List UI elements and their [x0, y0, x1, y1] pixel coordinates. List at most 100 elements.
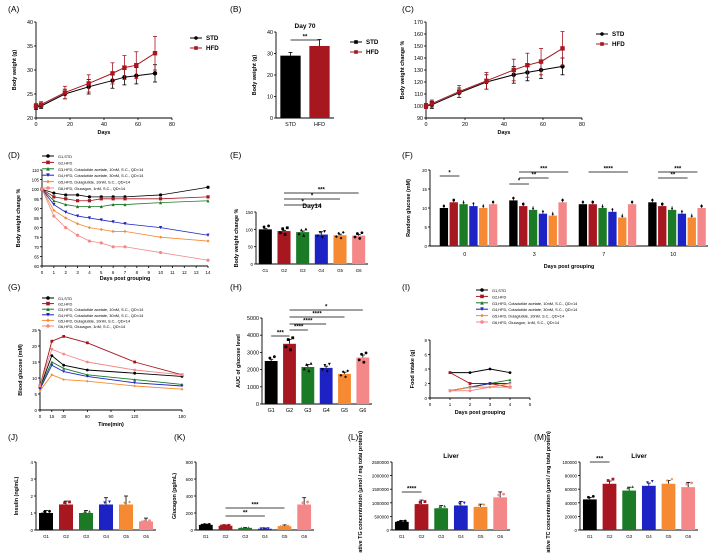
- data-point: [321, 368, 324, 372]
- y-tick-label: 100: [32, 187, 40, 192]
- data-point: [143, 519, 147, 523]
- data-point: [108, 500, 111, 504]
- bar: [641, 485, 656, 530]
- data-point: [401, 521, 405, 525]
- data-point: [50, 363, 54, 367]
- significance-label: *: [325, 305, 328, 311]
- data-point: [87, 216, 92, 220]
- x-tick-label: 0: [35, 122, 38, 128]
- data-point: [525, 63, 530, 68]
- data-point: [429, 101, 435, 106]
- series-line: [39, 354, 183, 388]
- data-point: [278, 231, 282, 235]
- data-point: [304, 227, 308, 231]
- data-point: [443, 504, 447, 508]
- data-point: [52, 202, 56, 207]
- y-tick-label: 65: [34, 254, 39, 259]
- bar: [338, 373, 351, 404]
- data-point: [62, 90, 68, 95]
- data-point: [626, 486, 630, 490]
- data-point: [50, 339, 54, 343]
- data-point: [611, 208, 614, 212]
- data-point: [46, 167, 50, 171]
- data-point: [468, 371, 472, 375]
- data-point: [46, 324, 50, 328]
- bar: [658, 206, 667, 246]
- data-point: [120, 504, 124, 508]
- x-tick-label: 14: [206, 270, 211, 275]
- data-point: [628, 493, 632, 496]
- y-tick-label: 200: [186, 511, 194, 516]
- x-category-label: G4: [318, 268, 324, 273]
- data-point: [318, 231, 322, 234]
- series-line: [449, 383, 511, 392]
- x-category-label: G5: [123, 534, 129, 539]
- data-point: [87, 226, 92, 230]
- series-line: [425, 47, 563, 107]
- significance-label: ***: [674, 167, 682, 173]
- x-category-label: G6: [356, 268, 362, 273]
- legend-label: G5,HFD, Dulaglutide, 10nM, S.C., QD×14: [58, 318, 131, 323]
- x-tick-label: 3: [489, 402, 492, 407]
- chart-title: Liver: [631, 453, 647, 460]
- y-tick-label: 2: [31, 494, 34, 499]
- data-point: [606, 479, 610, 482]
- data-point: [283, 232, 287, 236]
- data-point: [99, 204, 103, 209]
- x-axis-label: Days post grouping: [455, 410, 506, 416]
- y-tick-label: 170: [414, 20, 423, 26]
- data-point: [668, 486, 672, 490]
- data-point: [152, 51, 158, 56]
- data-point: [480, 507, 484, 511]
- data-point: [75, 199, 80, 203]
- data-point: [448, 371, 452, 375]
- panel-letter: (I): [402, 282, 410, 292]
- bar: [333, 235, 347, 264]
- x-tick-label: 2: [469, 402, 472, 407]
- data-point: [488, 382, 492, 385]
- y-tick-label: 30: [27, 68, 33, 74]
- data-point: [462, 200, 465, 204]
- y-tick-label: 30: [267, 52, 273, 58]
- y-tick-label: 10: [422, 206, 427, 211]
- data-point: [354, 40, 358, 44]
- panel-letter: (B): [230, 4, 242, 14]
- x-category-label: 3: [533, 252, 536, 258]
- data-point: [316, 234, 320, 238]
- panel-letter: (E): [230, 150, 242, 160]
- data-point: [64, 226, 68, 230]
- y-axis-label: Body weight (g): [12, 50, 18, 91]
- x-tick-label: 30: [61, 414, 66, 419]
- legend-label: HFD: [206, 45, 219, 52]
- series-line: [425, 65, 563, 107]
- data-point: [123, 222, 127, 226]
- x-category-label: 10: [670, 252, 676, 258]
- significance-label: ***: [540, 167, 548, 173]
- y-tick-label: 0: [575, 528, 578, 533]
- data-point: [111, 220, 115, 224]
- data-point: [227, 523, 231, 527]
- x-category-label: G1: [43, 534, 49, 539]
- data-point: [239, 526, 243, 530]
- data-point: [491, 200, 495, 204]
- data-point: [630, 200, 634, 204]
- data-point: [334, 235, 338, 239]
- x-tick-label: 11: [170, 270, 175, 275]
- panel-letter: (M): [534, 432, 547, 442]
- bar: [661, 483, 676, 530]
- data-point: [480, 294, 484, 299]
- data-point: [468, 382, 472, 385]
- bar: [258, 229, 272, 264]
- significance-label: **: [531, 173, 536, 179]
- y-tick-label: 150: [414, 44, 423, 50]
- bar: [352, 235, 366, 264]
- data-point: [360, 352, 363, 356]
- data-point: [690, 214, 693, 218]
- bar: [59, 504, 73, 530]
- bar: [319, 367, 333, 404]
- x-category-label: G4: [646, 534, 652, 539]
- significance-label: **: [243, 511, 248, 517]
- bar: [509, 200, 518, 246]
- series-line: [41, 186, 209, 198]
- x-category-label: G3: [83, 534, 89, 539]
